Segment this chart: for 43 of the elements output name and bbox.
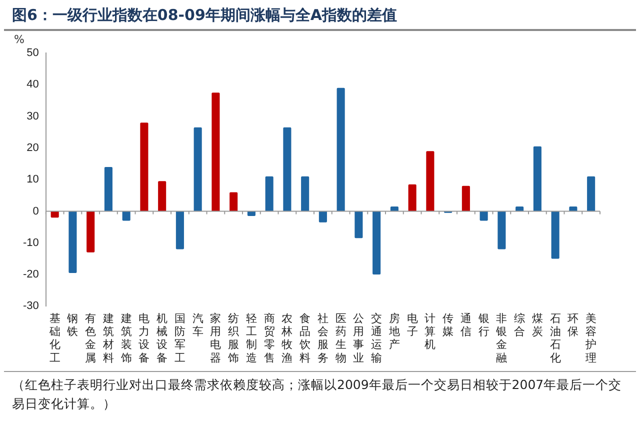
x-tick-label: 建筑材料 [102,312,114,364]
y-tick-label: 30 [26,110,39,122]
x-tick-label: 公用事业 [353,312,364,364]
x-tick-label: 纺织服饰 [227,312,240,364]
x-tick-label: 商贸零售 [264,312,275,364]
x-tick-label: 钢铁 [66,312,78,338]
x-tick-label: 农林牧渔 [280,312,293,364]
x-tick-label: 交通运输 [371,312,382,364]
x-tick-label: 传媒 [442,312,454,338]
x-tick-label: 基础化工 [48,312,60,364]
x-tick-label: 汽车 [192,312,204,338]
y-tick-label: 40 [26,78,39,91]
x-tick-label: 家用电器 [210,312,222,364]
x-tick-label: 有色金属 [85,312,96,364]
x-tick-label: 通信 [460,312,472,338]
x-tick-label: 综合 [514,312,526,338]
y-tick-label: -20 [22,268,39,281]
x-tick-label: 电子 [406,312,418,338]
x-tick-label: 计算机 [424,312,436,352]
x-tick-label: 美容护理 [584,312,597,364]
y-tick-label: 0 [32,205,39,218]
y-tick-label: 20 [26,142,39,154]
y-tick-label: 10 [26,174,39,186]
x-tick-label: 社会服务 [317,312,328,364]
x-tick-label: 房地产 [388,312,400,352]
x-tick-label: 非银金融 [495,312,508,364]
text: （红色柱子表明行业对出口最终需求依赖度较高；涨幅以2009年最后一个交易日相较于2007年最后一个交易日变化计算。） [4,371,636,418]
x-tick-label: 石油石化 [550,312,561,364]
x-tick-label: 医药生物 [335,312,346,364]
y-tick-label: -30 [22,300,39,312]
y-tick-label: -10 [22,236,39,249]
x-tick-label: 国防军工 [174,312,186,364]
x-tick-label: 建筑装饰 [120,312,132,364]
y-tick-label: 50 [26,47,39,60]
chart-title: 图6：一级行业指数在08-09年期间涨幅与全A指数的差值 [4,0,636,31]
x-tick-label: 电力设备 [138,312,150,364]
x-tick-label: 食品饮料 [298,312,311,364]
x-tick-label: 银行 [477,312,490,338]
x-tick-label: 煤炭 [532,312,543,338]
y-axis-title: % [14,33,24,46]
x-tick-label: 环保 [568,312,579,338]
x-tick-label: 轻工制造 [246,312,257,364]
x-tick-label: 机械设备 [156,312,168,364]
